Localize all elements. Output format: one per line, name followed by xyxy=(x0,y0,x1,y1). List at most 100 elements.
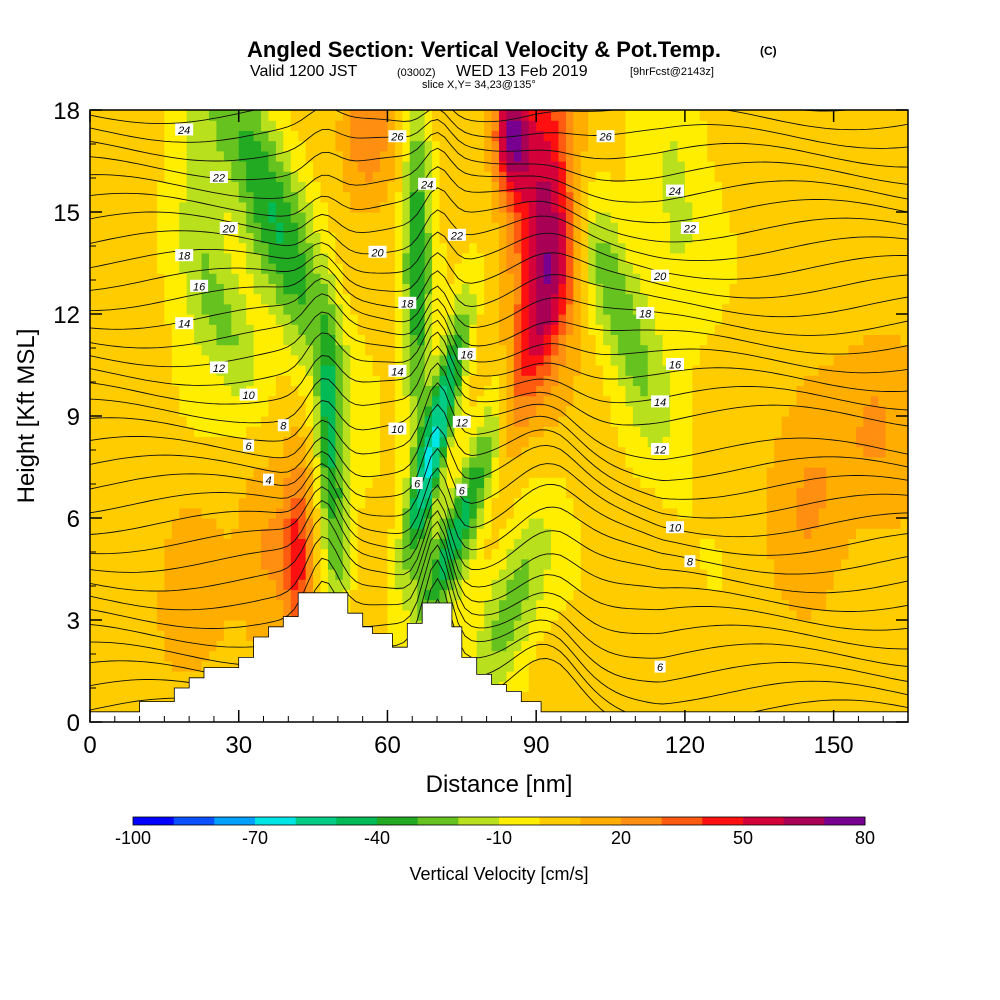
velocity-cell xyxy=(104,538,113,550)
velocity-cell xyxy=(127,273,136,284)
velocity-cell xyxy=(149,477,158,488)
velocity-cell xyxy=(261,263,270,274)
velocity-cell xyxy=(796,263,805,274)
velocity-cell xyxy=(417,548,426,560)
velocity-cell xyxy=(461,436,470,448)
velocity-cell xyxy=(127,620,136,631)
velocity-cell xyxy=(491,314,500,325)
velocity-cell xyxy=(863,354,872,366)
velocity-cell xyxy=(751,640,760,652)
velocity-cell xyxy=(722,487,731,499)
velocity-cell xyxy=(417,456,426,468)
velocity-cell xyxy=(729,324,738,335)
velocity-cell xyxy=(811,650,820,662)
velocity-cell xyxy=(275,456,284,468)
velocity-cell xyxy=(803,671,812,682)
velocity-cell xyxy=(751,579,760,590)
velocity-cell xyxy=(670,456,679,468)
velocity-cell xyxy=(722,701,731,713)
velocity-cell xyxy=(565,691,574,703)
velocity-cell xyxy=(610,599,619,611)
velocity-cell xyxy=(394,334,403,346)
velocity-cell xyxy=(231,375,240,386)
velocity-cell xyxy=(156,620,165,631)
velocity-cell xyxy=(238,416,247,427)
velocity-cell xyxy=(104,620,113,631)
velocity-cell xyxy=(707,446,716,458)
velocity-cell xyxy=(320,558,329,570)
velocity-cell xyxy=(104,375,113,386)
velocity-cell xyxy=(104,660,113,672)
velocity-cell xyxy=(632,477,641,488)
velocity-cell xyxy=(238,467,247,478)
velocity-cell xyxy=(729,681,738,692)
velocity-cell xyxy=(313,416,322,427)
velocity-cell xyxy=(231,385,240,397)
velocity-cell xyxy=(313,344,322,356)
velocity-cell xyxy=(201,354,210,366)
velocity-cell xyxy=(848,589,857,601)
velocity-cell xyxy=(580,569,589,580)
velocity-cell xyxy=(90,518,99,529)
velocity-cell xyxy=(625,426,634,437)
velocity-cell xyxy=(588,691,597,703)
velocity-cell xyxy=(774,354,783,366)
velocity-cell xyxy=(439,293,448,305)
velocity-cell xyxy=(387,477,396,488)
velocity-cell xyxy=(766,640,775,652)
velocity-cell xyxy=(573,599,582,611)
velocity-cell xyxy=(811,416,820,427)
velocity-cell xyxy=(781,395,790,407)
velocity-cell xyxy=(350,365,359,376)
velocity-cell xyxy=(878,467,887,478)
velocity-cell xyxy=(179,365,188,376)
velocity-cell xyxy=(848,303,857,315)
velocity-cell xyxy=(803,344,812,356)
velocity-cell xyxy=(543,405,552,417)
velocity-cell xyxy=(885,569,894,580)
velocity-cell xyxy=(142,558,151,570)
velocity-cell xyxy=(290,416,299,427)
velocity-cell xyxy=(275,405,284,417)
velocity-cell xyxy=(841,263,850,274)
velocity-cell xyxy=(684,334,693,346)
velocity-cell xyxy=(565,416,574,427)
velocity-cell xyxy=(573,293,582,305)
velocity-cell xyxy=(900,630,908,641)
velocity-cell xyxy=(617,681,627,692)
velocity-cell xyxy=(766,558,775,570)
velocity-cell xyxy=(134,263,143,274)
velocity-cell xyxy=(112,487,121,499)
velocity-cell xyxy=(394,446,403,458)
velocity-cell xyxy=(90,691,99,703)
velocity-cell xyxy=(499,303,508,315)
velocity-cell xyxy=(142,497,151,509)
velocity-cell xyxy=(759,548,768,560)
velocity-cell xyxy=(90,446,99,458)
velocity-cell xyxy=(491,497,500,509)
velocity-cell xyxy=(751,681,760,692)
velocity-cell xyxy=(491,263,500,274)
velocity-cell xyxy=(796,467,805,478)
velocity-cell xyxy=(142,630,151,641)
velocity-cell xyxy=(714,518,723,529)
velocity-cell xyxy=(446,426,455,437)
velocity-cell xyxy=(313,314,322,325)
velocity-cell xyxy=(335,558,344,570)
velocity-cell xyxy=(149,671,158,682)
velocity-cell xyxy=(855,416,864,427)
velocity-cell xyxy=(833,620,842,631)
velocity-cell xyxy=(119,528,128,539)
velocity-cell xyxy=(253,548,262,560)
velocity-cell xyxy=(290,303,299,315)
velocity-cell xyxy=(900,609,908,621)
velocity-cell xyxy=(112,467,121,478)
velocity-cell xyxy=(655,701,664,713)
velocity-cell xyxy=(454,497,463,509)
velocity-cell xyxy=(603,314,612,325)
velocity-cell xyxy=(238,589,247,601)
velocity-cell xyxy=(313,334,322,346)
velocity-cell xyxy=(372,487,381,499)
velocity-cell xyxy=(670,446,679,458)
velocity-cell xyxy=(774,395,783,407)
